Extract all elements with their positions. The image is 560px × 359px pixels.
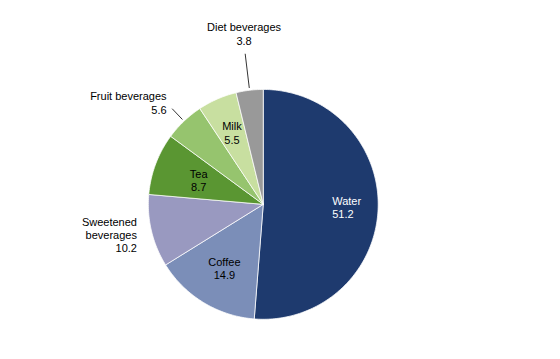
svg-text:Fruit beverages5.6: Fruit beverages5.6: [90, 90, 167, 115]
svg-text:Water51.2: Water51.2: [332, 195, 361, 220]
svg-text:Milk5.5: Milk5.5: [222, 120, 242, 145]
svg-text:Coffee14.9: Coffee14.9: [208, 256, 240, 281]
svg-text:Tea8.7: Tea8.7: [190, 168, 209, 193]
svg-text:Diet beverages3.8: Diet beverages3.8: [207, 21, 281, 46]
svg-text:Sweetenedbeverages10.2: Sweetenedbeverages10.2: [82, 216, 138, 254]
